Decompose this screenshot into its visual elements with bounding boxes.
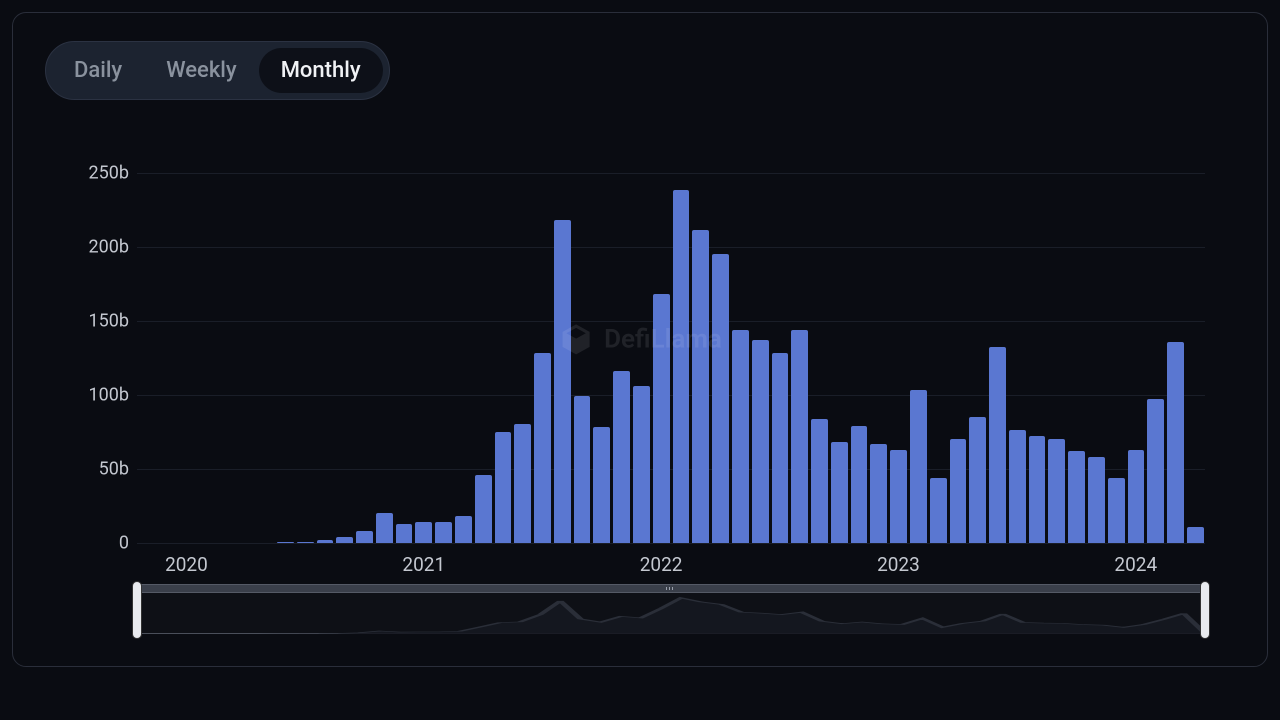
- bar[interactable]: [1128, 450, 1145, 543]
- bar[interactable]: [1009, 430, 1026, 543]
- x-tick-label: 2024: [1114, 553, 1157, 576]
- y-tick-label: 0: [119, 533, 129, 554]
- x-axis: 2020 2021 2022 2023 2024: [137, 553, 1205, 577]
- y-axis: 050b100b150b200b250b: [73, 143, 129, 543]
- bar[interactable]: [950, 439, 967, 543]
- bar[interactable]: [1029, 436, 1046, 543]
- x-tick-label: 2020: [165, 553, 208, 576]
- range-slider-top[interactable]: [138, 585, 1204, 593]
- y-tick-label: 200b: [89, 236, 129, 257]
- y-tick-label: 100b: [89, 384, 129, 405]
- bar[interactable]: [831, 442, 848, 543]
- bar[interactable]: [356, 531, 373, 543]
- x-tick-label: 2021: [402, 553, 445, 576]
- bar[interactable]: [870, 444, 887, 543]
- bar[interactable]: [514, 424, 531, 543]
- bar[interactable]: [752, 340, 769, 543]
- bar[interactable]: [811, 419, 828, 543]
- range-handle-right[interactable]: [1200, 581, 1210, 639]
- bar[interactable]: [455, 516, 472, 543]
- bar[interactable]: [574, 396, 591, 543]
- bar[interactable]: [969, 417, 986, 543]
- bar[interactable]: [930, 478, 947, 543]
- bar[interactable]: [712, 254, 729, 543]
- bar[interactable]: [415, 522, 432, 543]
- bar[interactable]: [1048, 439, 1065, 543]
- range-slider[interactable]: [137, 584, 1205, 634]
- bar[interactable]: [317, 540, 334, 543]
- y-tick-label: 150b: [89, 310, 129, 331]
- x-tick-label: 2023: [877, 553, 920, 576]
- bar[interactable]: [1068, 451, 1085, 543]
- bar[interactable]: [593, 427, 610, 543]
- bar[interactable]: [989, 347, 1006, 543]
- bar[interactable]: [633, 386, 650, 543]
- bar[interactable]: [1167, 342, 1184, 543]
- chart-panel: Daily Weekly Monthly 0 50b 100b 150b 200b 250…: [12, 12, 1268, 667]
- bar[interactable]: [396, 524, 413, 543]
- tab-daily[interactable]: Daily: [52, 48, 144, 93]
- bar[interactable]: [1088, 457, 1105, 543]
- bar[interactable]: [1147, 399, 1164, 543]
- bar[interactable]: [376, 513, 393, 543]
- bar[interactable]: [613, 371, 630, 543]
- bar[interactable]: [297, 542, 314, 543]
- bar[interactable]: [475, 475, 492, 543]
- bar[interactable]: [1108, 478, 1125, 543]
- tab-monthly[interactable]: Monthly: [259, 48, 383, 93]
- bar-chart: 050b100b150b200b250b 2020202120222023202…: [75, 143, 1205, 543]
- y-tick-label: 250b: [89, 162, 129, 183]
- chart-plot: [137, 143, 1205, 543]
- range-slider-body: [138, 593, 1204, 634]
- x-tick-label: 2022: [640, 553, 683, 576]
- bar[interactable]: [554, 220, 571, 543]
- bar[interactable]: [435, 522, 452, 543]
- range-handle-left[interactable]: [132, 581, 142, 639]
- gridline: [137, 543, 1205, 544]
- interval-tabs: Daily Weekly Monthly: [45, 41, 390, 100]
- bar[interactable]: [910, 390, 927, 543]
- bar[interactable]: [851, 426, 868, 543]
- bar[interactable]: [336, 537, 353, 543]
- bar[interactable]: [277, 542, 294, 543]
- y-tick-label: 50b: [99, 458, 129, 479]
- bar[interactable]: [890, 450, 907, 543]
- bar[interactable]: [732, 330, 749, 543]
- tab-weekly[interactable]: Weekly: [144, 48, 258, 93]
- bar[interactable]: [653, 294, 670, 543]
- bar[interactable]: [534, 353, 551, 543]
- bar[interactable]: [692, 230, 709, 543]
- bar[interactable]: [1187, 527, 1204, 543]
- bar[interactable]: [772, 353, 789, 543]
- bar[interactable]: [495, 432, 512, 543]
- bar[interactable]: [673, 190, 690, 543]
- bar[interactable]: [791, 330, 808, 543]
